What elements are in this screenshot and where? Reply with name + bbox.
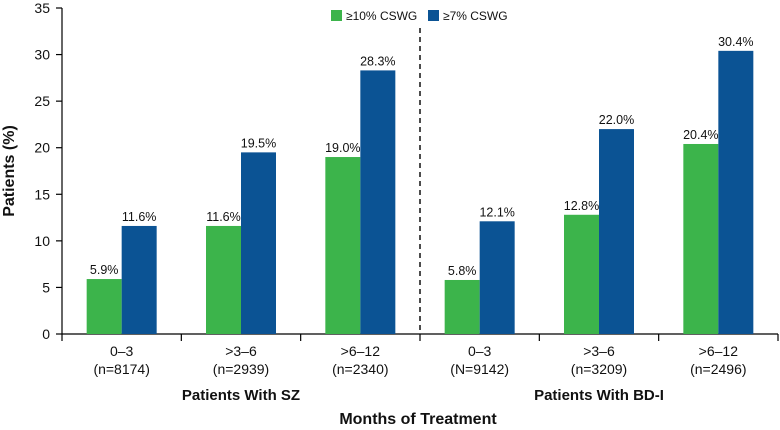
x-category-n-label: (n=2496): [690, 361, 746, 377]
y-tick-label: 15: [34, 186, 50, 202]
x-category-n-label: (n=3209): [571, 361, 627, 377]
bar: [86, 279, 122, 334]
y-tick-label: 5: [42, 279, 50, 295]
x-category-n-label: (n=2939): [213, 361, 269, 377]
y-tick-label: 30: [34, 47, 50, 63]
bar: [325, 157, 361, 334]
y-tick-label: 35: [34, 0, 50, 16]
x-axis-label: Months of Treatment: [339, 411, 497, 428]
group-label: Patients With BD-I: [534, 387, 664, 404]
legend-label: ≥7% CSWG: [443, 9, 508, 23]
x-category-n-label: (n=2340): [332, 361, 388, 377]
x-category-label: >6–12: [699, 343, 739, 359]
data-label: 19.5%: [241, 136, 276, 150]
legend-swatch: [428, 10, 439, 21]
bar: [718, 50, 754, 335]
data-label: 20.4%: [683, 128, 718, 142]
bar: [241, 152, 276, 334]
data-label: 12.8%: [564, 199, 599, 213]
bar: [683, 143, 719, 334]
data-label: 12.1%: [479, 205, 514, 219]
group-label: Patients With SZ: [182, 387, 300, 404]
data-label: 22.0%: [599, 113, 634, 127]
data-label: 30.4%: [718, 35, 753, 49]
y-tick-label: 20: [34, 140, 50, 156]
x-category-label: >3–6: [225, 343, 257, 359]
y-axis-label: Patients (%): [1, 125, 18, 217]
data-label: 5.8%: [448, 264, 477, 278]
bar: [564, 214, 599, 334]
y-tick-label: 10: [34, 233, 50, 249]
data-label: 19.0%: [325, 141, 360, 155]
y-tick-label: 25: [34, 93, 50, 109]
x-category-label: 0–3: [468, 343, 492, 359]
x-category-n-label: (N=9142): [450, 361, 509, 377]
data-label: 5.9%: [90, 263, 119, 277]
bar: [599, 129, 634, 334]
data-label: 11.6%: [206, 210, 241, 224]
bar: [360, 70, 396, 335]
y-tick-label: 0: [42, 326, 50, 342]
legend-swatch: [331, 10, 342, 21]
x-category-n-label: (n=8174): [93, 361, 149, 377]
x-category-label: >3–6: [583, 343, 615, 359]
bar: [206, 225, 241, 334]
legend-label: ≥10% CSWG: [346, 9, 417, 23]
data-label: 11.6%: [122, 210, 157, 224]
x-category-label: >6–12: [341, 343, 381, 359]
x-category-label: 0–3: [110, 343, 134, 359]
bar: [479, 221, 515, 334]
data-label: 28.3%: [360, 54, 395, 68]
bar: [444, 279, 480, 334]
bar: [121, 225, 157, 334]
